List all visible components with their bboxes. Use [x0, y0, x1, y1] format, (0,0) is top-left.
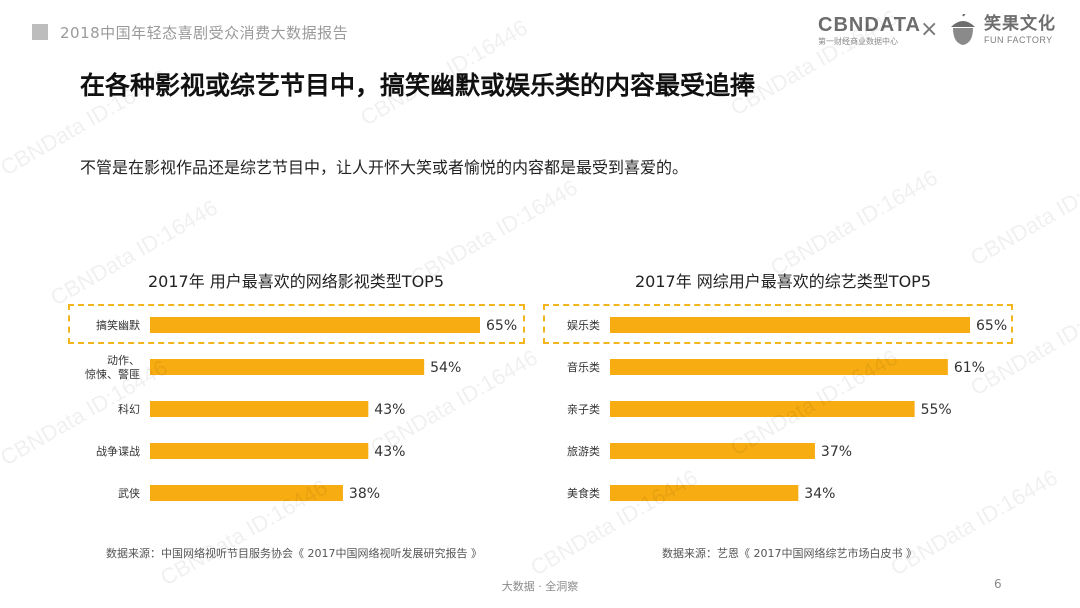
chart-1-value-label: 43%	[374, 444, 405, 460]
report-title: 2018中国年轻态喜剧受众消费大数据报告	[60, 24, 349, 42]
chart-2-value-label: 65%	[976, 318, 1007, 334]
chart-1-value-label: 38%	[349, 486, 380, 502]
fun-factory-logo: 笑果文化 FUN FACTORY	[984, 14, 1056, 46]
footer-tagline: 大数据 · 全洞察	[501, 580, 579, 593]
page-headline: 在各种影视或综艺节目中，搞笑幽默或娱乐类的内容最受追捧	[80, 71, 756, 100]
chart-1-title: 2017年 用户最喜欢的网络影视类型TOP5	[148, 272, 445, 291]
fun-factory-logo-subtext: FUN FACTORY	[984, 35, 1053, 45]
chart-2-value-label: 61%	[954, 360, 985, 376]
chart-1-category-label: 科幻	[118, 402, 140, 416]
chart-2-value-label: 55%	[921, 402, 952, 418]
logo-separator: ×	[920, 17, 939, 42]
chart-2-bar-3	[610, 401, 915, 417]
chart-2-category-label: 旅游类	[567, 444, 600, 458]
chart-1-category-label: 动作、	[107, 354, 140, 367]
cbndata-logo: CBNDATA 第一财经商业数据中心	[818, 14, 921, 47]
chart-2-bar-5	[610, 485, 799, 501]
cbndata-logo-text: CBNDATA	[818, 14, 921, 36]
chart-2-category-label: 亲子类	[567, 402, 600, 416]
chart-1-value-label: 54%	[430, 360, 461, 376]
chart-1-bar-3	[150, 401, 369, 417]
chart-2-category-label: 音乐类	[567, 360, 600, 374]
chart-2-value-label: 34%	[804, 486, 835, 502]
chart-1-bar-1	[150, 317, 480, 333]
chart-2-category-label: 美食类	[567, 486, 600, 500]
chart-1-value-label: 65%	[486, 318, 517, 334]
chart-2-source: 数据来源：艺恩《 2017中国网络综艺市场白皮书 》	[662, 547, 917, 560]
chart-2-svg: 娱乐类 65% 音乐类 61% 亲子类 55% 旅游类 37% 美食类 34%	[567, 317, 1007, 502]
header-square-icon	[32, 24, 48, 40]
chart-2-bar-4	[610, 443, 815, 459]
page-number: 6	[994, 577, 1002, 591]
chart-1-source: 数据来源：中国网络视听节目服务协会《 2017中国网络视听发展研究报告 》	[106, 547, 482, 560]
chart-1-bar-4	[150, 443, 369, 459]
watermark-text: CBNData ID:16446	[46, 194, 222, 311]
chart-1-bar-5	[150, 485, 343, 501]
chart-2-category-label: 娱乐类	[567, 318, 600, 332]
watermark-text: CBNData ID:16446	[766, 164, 942, 281]
chart-2-bar-2	[610, 359, 948, 375]
watermark-text: CBNData ID:16446	[966, 154, 1080, 271]
fun-factory-logo-text: 笑果文化	[984, 14, 1056, 34]
chart-1-value-label: 43%	[374, 402, 405, 418]
cbndata-logo-subtext: 第一财经商业数据中心	[818, 37, 898, 46]
chart-1-category-label: 武侠	[118, 487, 140, 500]
chart-2-title: 2017年 网综用户最喜欢的综艺类型TOP5	[635, 272, 932, 291]
chart-1-svg: 搞笑幽默 65% 动作、惊悚、警匪 54% 科幻 43% 战争谍战 43% 武侠 38%	[85, 317, 517, 502]
chart-1-bar-2	[150, 359, 425, 375]
acorn-logo-icon	[951, 14, 975, 45]
chart-1-highlight-box	[68, 304, 525, 344]
chart-2-bar-1	[610, 317, 970, 333]
chart-1-category-label: 搞笑幽默	[96, 318, 140, 332]
chart-2-highlight-box	[543, 304, 1013, 344]
chart-1-category-label: 惊悚、警匪	[85, 367, 140, 381]
page-subtitle: 不管是在影视作品还是综艺节目中，让人开怀大笑或者愉悦的内容都是最受到喜爱的。	[80, 158, 689, 177]
chart-1-category-label: 战争谍战	[96, 444, 140, 458]
chart-2-value-label: 37%	[821, 444, 852, 460]
